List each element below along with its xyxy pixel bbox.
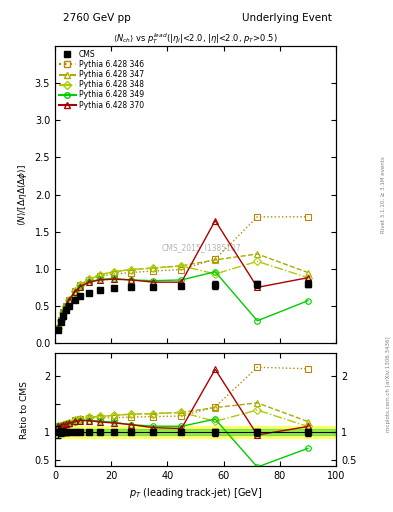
Bar bbox=[55, 429, 336, 435]
Text: Underlying Event: Underlying Event bbox=[242, 13, 332, 23]
Y-axis label: $\langle N\rangle/[\Delta\eta\Delta(\Delta\phi)]$: $\langle N\rangle/[\Delta\eta\Delta(\Del… bbox=[16, 163, 29, 226]
Text: Rivet 3.1.10, ≥ 3.1M events: Rivet 3.1.10, ≥ 3.1M events bbox=[381, 156, 386, 233]
X-axis label: $p_T$ (leading track-jet) [GeV]: $p_T$ (leading track-jet) [GeV] bbox=[129, 486, 262, 500]
Text: CMS_2015_I1385107: CMS_2015_I1385107 bbox=[161, 244, 241, 252]
Text: 2760 GeV pp: 2760 GeV pp bbox=[63, 13, 130, 23]
Bar bbox=[55, 426, 336, 438]
Text: mcplots.cern.ch [arXiv:1306.3436]: mcplots.cern.ch [arXiv:1306.3436] bbox=[386, 336, 391, 432]
Y-axis label: Ratio to CMS: Ratio to CMS bbox=[20, 380, 29, 439]
Legend: CMS, Pythia 6.428 346, Pythia 6.428 347, Pythia 6.428 348, Pythia 6.428 349, Pyt: CMS, Pythia 6.428 346, Pythia 6.428 347,… bbox=[57, 48, 145, 111]
Title: $\langle N_{ch}\rangle$ vs $p_T^{lead}$($|\eta_l|$<2.0, $|\eta|$<2.0, $p_T$>0.5): $\langle N_{ch}\rangle$ vs $p_T^{lead}$(… bbox=[113, 31, 278, 46]
